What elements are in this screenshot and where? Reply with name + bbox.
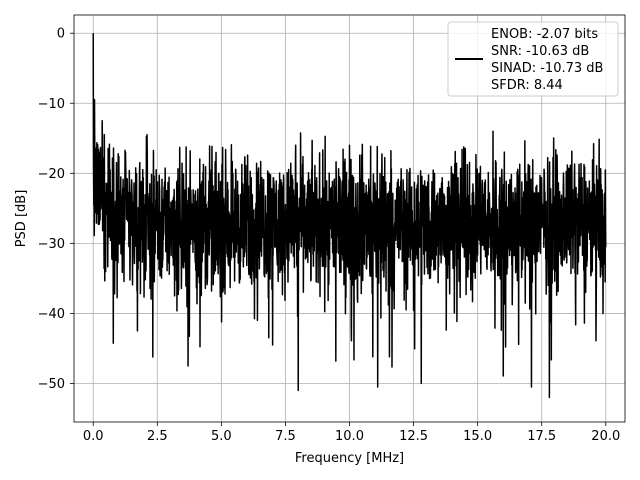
y-tick-label: −20: [38, 167, 65, 182]
x-tick-label: 2.5: [147, 429, 168, 444]
y-tick-label: −50: [38, 377, 65, 392]
x-axis-label: Frequency [MHz]: [295, 451, 404, 466]
y-tick-label: −40: [38, 307, 65, 322]
legend-sfdr: SFDR: 8.44: [491, 78, 563, 93]
x-tick-label: 17.5: [527, 429, 556, 444]
legend-enob: ENOB: -2.07 bits: [491, 27, 598, 42]
y-tick-label: −10: [38, 97, 65, 112]
x-tick-label: 20.0: [591, 429, 620, 444]
x-tick-label: 15.0: [463, 429, 492, 444]
legend-box: [447, 21, 619, 97]
x-axis-ticks: 0.0 2.5 5.0 7.5 10.0 12.5 15.0 17.5 20.0: [83, 422, 620, 444]
x-tick-label: 12.5: [399, 429, 428, 444]
y-axis-ticks: 0 −10 −20 −30 −40 −50: [38, 27, 74, 392]
x-tick-label: 5.0: [211, 429, 232, 444]
x-tick-label: 0.0: [83, 429, 104, 444]
psd-series-line: [92, 33, 607, 399]
legend-snr: SNR: -10.63 dB: [491, 44, 589, 59]
y-tick-label: −30: [38, 237, 65, 252]
series-group: [92, 33, 607, 399]
x-tick-label: 10.0: [335, 429, 364, 444]
legend-sinad: SINAD: -10.73 dB: [491, 61, 603, 76]
y-axis-label: PSD [dB]: [14, 190, 29, 248]
legend: ENOB: -2.07 bits SNR: -10.63 dB SINAD: -…: [447, 21, 619, 97]
y-tick-label: 0: [57, 27, 65, 42]
x-tick-label: 7.5: [275, 429, 296, 444]
